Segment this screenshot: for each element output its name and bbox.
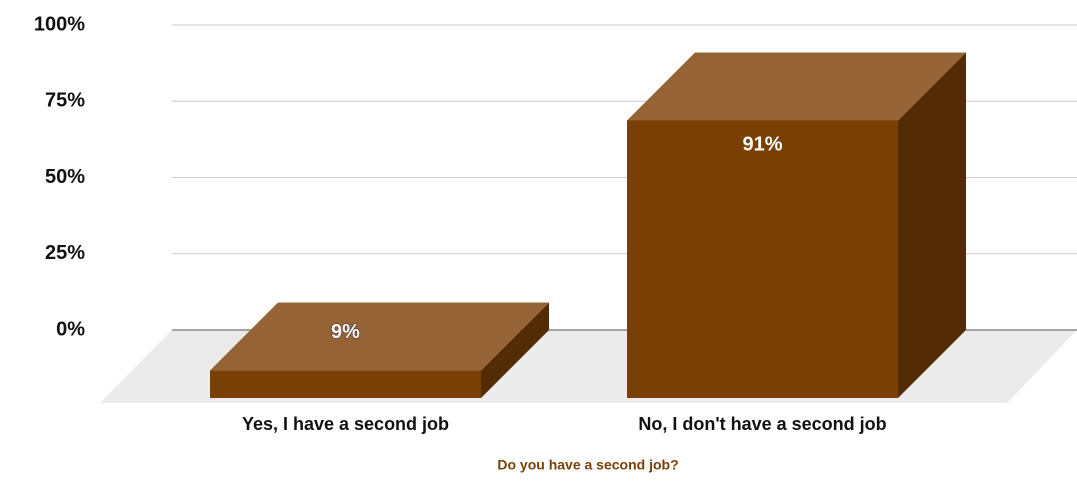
y-tick-label: 75% bbox=[45, 90, 85, 112]
bar-top bbox=[627, 52, 966, 121]
bar-side bbox=[898, 52, 966, 398]
bar-side bbox=[481, 302, 549, 398]
x-tick-label: No, I don't have a second job bbox=[638, 414, 886, 434]
bar bbox=[627, 120, 898, 398]
y-tick-label: 50% bbox=[45, 166, 85, 188]
value-label: 9% bbox=[331, 321, 360, 343]
bar bbox=[210, 370, 481, 398]
y-tick-label: 100% bbox=[34, 13, 85, 35]
bar-top bbox=[210, 302, 549, 371]
y-tick-label: 0% bbox=[56, 318, 85, 340]
y-tick-label: 25% bbox=[45, 242, 85, 264]
x-axis-title: Do you have a second job? bbox=[497, 457, 678, 473]
value-label: 91% bbox=[742, 134, 782, 156]
x-tick-label: Yes, I have a second job bbox=[242, 414, 449, 434]
